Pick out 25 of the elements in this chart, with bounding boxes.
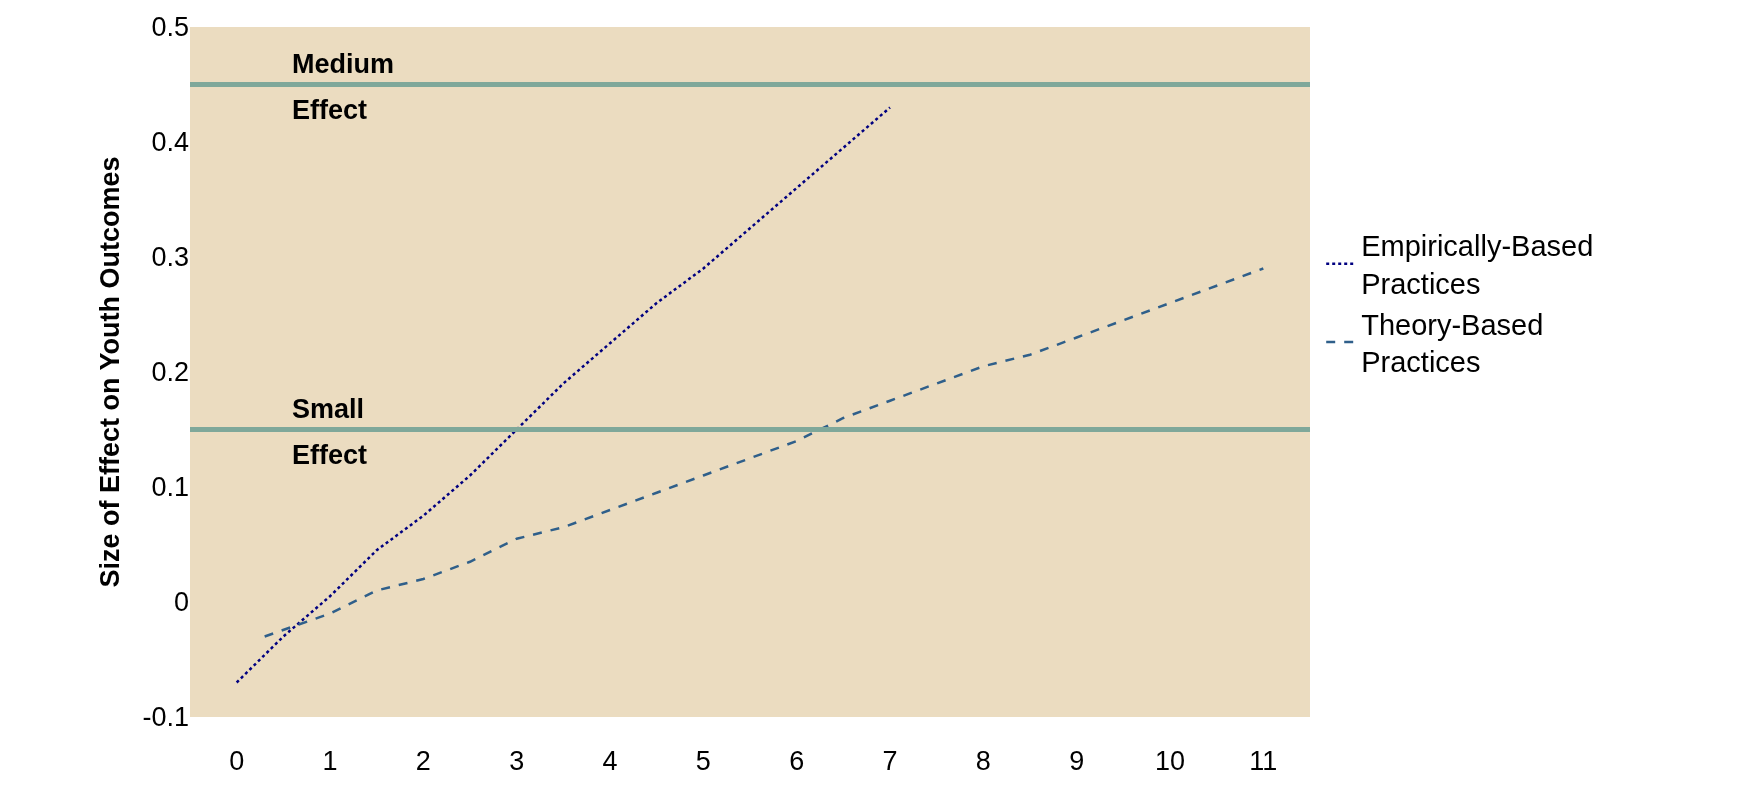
x-tick-label: 9 xyxy=(1069,746,1085,776)
line-series xyxy=(263,267,1265,638)
y-tick-label: 0.2 xyxy=(151,357,189,388)
x-tick-label: 5 xyxy=(695,746,711,776)
ref-line-label: Medium Effect xyxy=(292,49,395,125)
legend-label: Empirically-Based Practices xyxy=(1361,230,1594,300)
x-tick-label: 4 xyxy=(602,746,618,776)
ref-line-label: Small Effect xyxy=(292,394,368,470)
x-tick-label: 6 xyxy=(789,746,805,776)
y-tick-label: 0 xyxy=(173,587,189,618)
x-tick-label: 10 xyxy=(1154,746,1186,776)
x-tick-label: 3 xyxy=(509,746,525,776)
y-tick-label: 0.4 xyxy=(151,127,189,158)
y-axis-title: Size of Effect on Youth Outcomes xyxy=(94,156,125,588)
x-tick-label: 1 xyxy=(322,746,338,776)
x-tick-label: 11 xyxy=(1249,746,1278,776)
legend-label: Theory-Based Practices xyxy=(1361,308,1544,379)
y-tick-label: -0.1 xyxy=(142,702,189,733)
x-tick-label: 8 xyxy=(975,746,991,776)
x-tick-label: 7 xyxy=(882,746,898,776)
x-tick-label: 0 xyxy=(229,746,245,776)
y-tick-label: 0.5 xyxy=(151,12,189,43)
y-tick-label: 0.3 xyxy=(151,242,189,273)
y-tick-label: 0.1 xyxy=(151,472,189,503)
x-tick-label: 2 xyxy=(415,746,431,776)
